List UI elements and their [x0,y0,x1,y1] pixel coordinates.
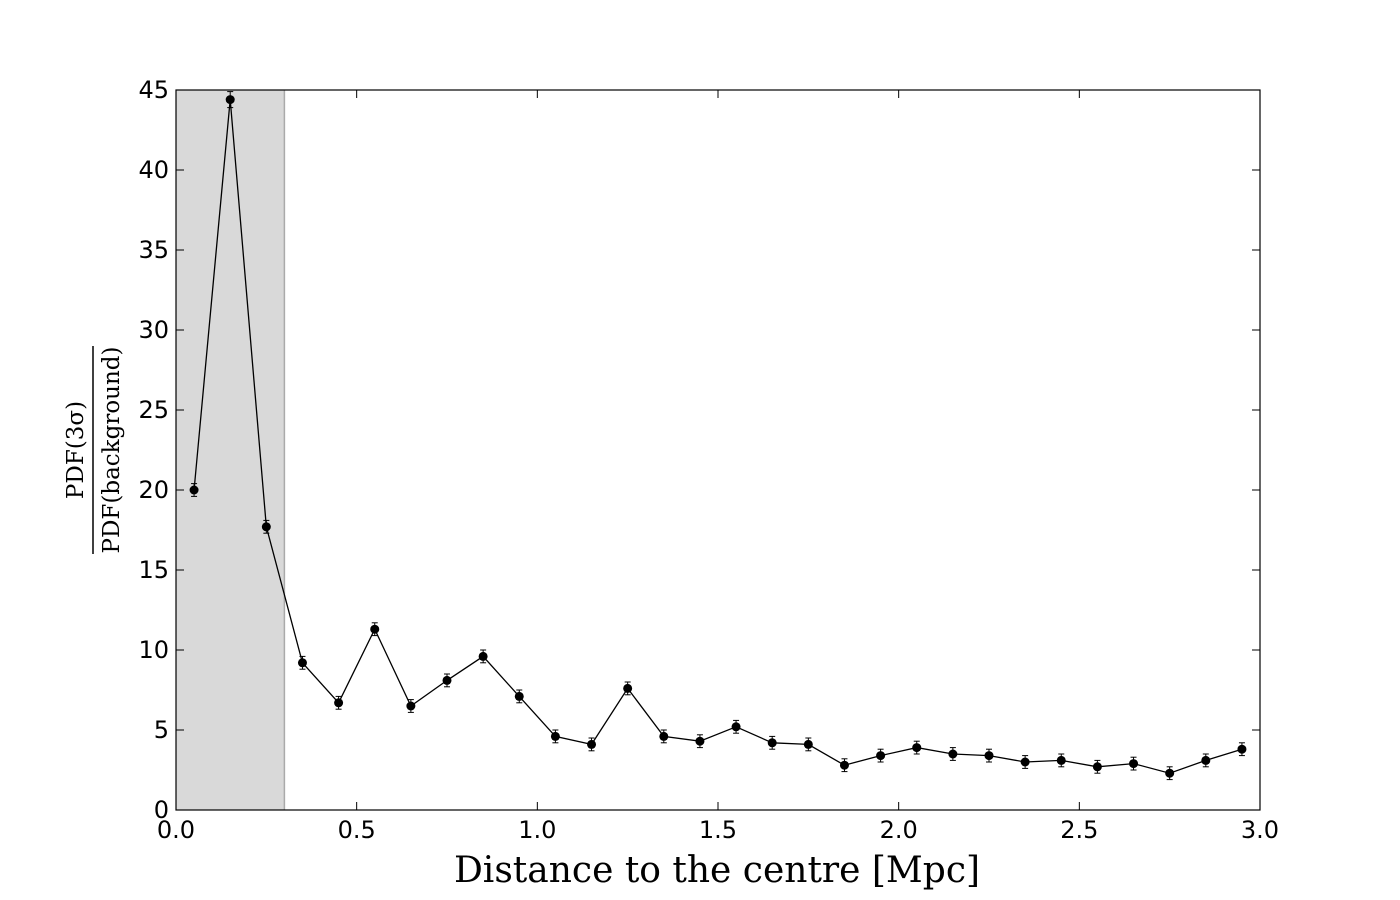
data-point [334,698,344,708]
data-point [1092,762,1102,772]
shaded-region [176,90,285,810]
y-tick-label: 5 [154,716,169,744]
data-point [442,675,452,685]
data-point [803,739,813,749]
data-point [948,749,958,759]
data-point [731,722,741,732]
data-point [984,751,994,761]
data-point [406,701,416,711]
x-tick-label: 2.0 [880,816,918,844]
x-tick-label: 0.0 [157,816,195,844]
data-point [225,95,235,105]
y-tick-label: 40 [138,156,169,184]
x-tick-label: 1.5 [699,816,737,844]
data-point [659,731,669,741]
x-tick-label: 2.5 [1060,816,1098,844]
series-line [193,99,1243,774]
data-point [1237,744,1247,754]
x-tick-label: 0.5 [338,816,376,844]
data-point [550,731,560,741]
data-point [695,736,705,746]
data-point [1165,768,1175,778]
y-tick-label: 30 [138,316,169,344]
x-tick-label: 1.0 [518,816,556,844]
data-point [189,485,199,495]
data-point [767,738,777,748]
data-point [370,624,380,634]
data-point [1056,755,1066,765]
data-point [912,743,922,753]
data-point [1129,759,1139,769]
shaded-region-layer [176,90,286,810]
data-point [839,760,849,770]
data-point [876,751,886,761]
data-point [1020,757,1030,767]
data-point [587,739,597,749]
y-axis-label: PDF(3σ) PDF(background) [63,346,125,554]
y-axis-label-denominator: PDF(background) [99,347,125,554]
data-point [623,683,633,693]
y-tick-label: 15 [138,556,169,584]
y-tick-label: 45 [138,76,169,104]
data-point [514,691,524,701]
y-tick-label: 35 [138,236,169,264]
data-point [1201,755,1211,765]
data-point [297,658,307,668]
y-axis-label-numerator: PDF(3σ) [63,401,89,499]
x-axis-label: Distance to the centre [Mpc] [454,850,980,891]
axis-ticks: 0.0 0.5 1.0 1.5 2.0 2.5 3.0 0 5 10 15 20 25 30 35 40 45 [138,76,1279,844]
y-tick-label: 20 [138,476,169,504]
y-tick-label: 10 [138,636,169,664]
y-tick-label: 0 [154,796,169,824]
y-tick-label: 25 [138,396,169,424]
series-layer [189,91,1247,781]
data-point [261,522,271,532]
x-tick-label: 3.0 [1241,816,1279,844]
data-point [478,651,488,661]
